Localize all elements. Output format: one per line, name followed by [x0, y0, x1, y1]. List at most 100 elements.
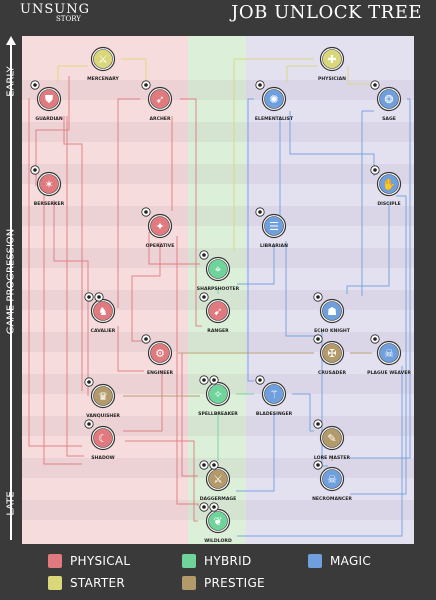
- axis-label-early: EARLY: [5, 66, 17, 97]
- legend-swatch-prestige: [182, 576, 196, 590]
- unlock-connection: [289, 111, 375, 176]
- job-label: CAVALIER: [91, 328, 116, 334]
- crossed-daggers-icon: ⚔: [213, 473, 223, 486]
- job-label: SAGE: [382, 116, 396, 122]
- job-node-mercenary[interactable]: ⚔ MERCENARY: [87, 46, 120, 83]
- job-node-engineer[interactable]: ⚙ ENGINEER: [141, 334, 174, 376]
- skull-icon: ☠: [327, 473, 337, 486]
- job-node-vanquisher[interactable]: ♛ VANQUISHER: [84, 377, 121, 419]
- legend-item-hybrid: HYBRID: [182, 554, 252, 568]
- job-node-fill: [264, 384, 284, 404]
- job-label: PLAGUE WEAVER: [367, 370, 411, 376]
- claw-icon: ✶: [44, 178, 53, 191]
- job-node-necromancer[interactable]: ☠ NECROMANCER: [312, 460, 352, 502]
- job-node-ranger[interactable]: ➹ RANGER: [199, 292, 231, 334]
- job-label: LORE MASTER: [314, 455, 351, 461]
- unlock-connection: [347, 66, 374, 85]
- job-label: PHYSICIAN: [318, 76, 346, 82]
- crown-icon: ♛: [98, 390, 108, 403]
- job-node-fill: [39, 174, 59, 194]
- job-node-fill: [208, 301, 228, 321]
- job-node-wildlord[interactable]: ❦ WILDLORD: [199, 502, 232, 544]
- job-node-operative[interactable]: ✦ OPERATIVE: [141, 207, 175, 249]
- staff-icon: ✚: [327, 53, 336, 66]
- job-node-shadow[interactable]: ☾ SHADOW: [84, 419, 116, 461]
- mask-icon: ☠: [384, 347, 394, 360]
- lance-icon: [94, 292, 104, 302]
- unlock-connection: [247, 98, 254, 382]
- axis-label-progression: GAME PROGRESSION: [5, 228, 17, 335]
- header: UNSUNG STORY JOB UNLOCK TREE: [0, 0, 436, 34]
- job-node-crusader[interactable]: ✠ CRUSADER: [313, 334, 347, 376]
- arrows-icon: ➹: [213, 305, 222, 318]
- legend-swatch-hybrid: [182, 554, 196, 568]
- job-node-fill: [93, 49, 113, 69]
- axe-icon: [30, 80, 40, 90]
- job-node-fill: [322, 301, 342, 321]
- job-node-bladesinger[interactable]: ⚚ BLADESINGER: [255, 375, 293, 417]
- job-node-sharpshooter[interactable]: ⌖ SHARPSHOOTER: [197, 250, 240, 292]
- job-node-sage[interactable]: ❂ SAGE: [370, 80, 402, 122]
- job-node-plagueweaver[interactable]: ☠ PLAGUE WEAVER: [367, 334, 411, 376]
- rune-small-icon: [199, 375, 209, 385]
- crossed-swords-icon: ⚔: [98, 53, 108, 66]
- bow-icon: ➶: [155, 93, 164, 106]
- job-node-guardian[interactable]: ⛊ GUARDIAN: [30, 80, 63, 122]
- unlock-connection: [350, 195, 407, 495]
- shadow-small-icon: [84, 419, 94, 429]
- job-node-librarian[interactable]: ☰ LIBRARIAN: [255, 207, 288, 249]
- job-label: SPELLBREAKER: [198, 411, 238, 417]
- job-node-archer[interactable]: ➶ ARCHER: [141, 80, 173, 122]
- job-node-fill: [264, 216, 284, 236]
- job-tree-diagram: ⚔ MERCENARY ✚ PHYSICIAN ⛊ GUARDIAN ➶ ARCHER ✺ ELE…: [22, 36, 414, 544]
- progression-band: [22, 122, 414, 142]
- cross-small-icon: [313, 334, 323, 344]
- hand-icon: ✋: [382, 178, 396, 191]
- unlock-connection: [57, 65, 88, 82]
- job-node-disciple[interactable]: ✋ DISCIPLE: [370, 165, 402, 207]
- unlock-connection: [131, 242, 161, 342]
- job-label: SHARPSHOOTER: [197, 286, 240, 292]
- job-node-fill: [93, 301, 113, 321]
- crosshair-icon: ⌖: [215, 263, 221, 276]
- daggers-small-icon: [199, 460, 209, 470]
- unlock-connection: [346, 202, 390, 294]
- unlock-connection: [117, 98, 140, 308]
- job-node-spellbreaker[interactable]: ✧ SPELLBREAKER: [198, 375, 238, 417]
- job-node-elementalist[interactable]: ✺ ELEMENTALIST: [255, 80, 294, 122]
- scroll-icon: [255, 207, 265, 217]
- book-small-icon: [255, 375, 265, 385]
- hand-small-icon: [370, 165, 380, 175]
- job-tree-panel: ⚔ MERCENARY ✚ PHYSICIAN ⛊ GUARDIAN ➶ ARCHER ✺ ELE…: [22, 36, 414, 544]
- logo-subtext: STORY: [56, 15, 81, 23]
- job-node-fill: [322, 428, 342, 448]
- legend-label-physical: PHYSICAL: [70, 554, 131, 568]
- dagger-small-icon: [141, 207, 151, 217]
- job-node-cavalier[interactable]: ♞ CAVALIER: [84, 292, 116, 334]
- job-node-echoknight[interactable]: ☗ ECHO KNIGHT: [313, 292, 351, 334]
- leaf-icon: ❦: [213, 515, 222, 528]
- legend-item-starter: STARTER: [48, 576, 125, 590]
- horse-small-icon: [84, 292, 94, 302]
- unlock-connection: [123, 370, 163, 432]
- unlock-connection: [35, 76, 70, 186]
- unlock-connection: [237, 244, 275, 285]
- logo: UNSUNG STORY: [20, 2, 90, 23]
- axis-arrow: [6, 36, 16, 540]
- job-node-loremaster[interactable]: ✎ LORE MASTER: [313, 419, 351, 461]
- rune-icon: ✧: [213, 388, 222, 401]
- job-node-berserker[interactable]: ✶ BERSERKER: [30, 165, 65, 207]
- job-node-physician[interactable]: ✚ PHYSICIAN: [318, 46, 346, 83]
- unlock-connection: [350, 98, 411, 459]
- progression-band: [22, 332, 414, 352]
- spark-icon: [209, 460, 219, 470]
- job-label: ECHO KNIGHT: [314, 328, 351, 334]
- legend-label-starter: STARTER: [70, 576, 126, 590]
- unlock-connection: [181, 353, 198, 477]
- arrows-small-icon: [199, 292, 209, 302]
- gear-icon: ⚙: [155, 347, 165, 360]
- job-node-daggermage[interactable]: ⚔ DAGGERMAGE: [199, 460, 237, 502]
- legend-item-magic: MAGIC: [308, 554, 371, 568]
- legend-swatch-magic: [308, 554, 322, 568]
- job-label: SHADOW: [91, 455, 115, 461]
